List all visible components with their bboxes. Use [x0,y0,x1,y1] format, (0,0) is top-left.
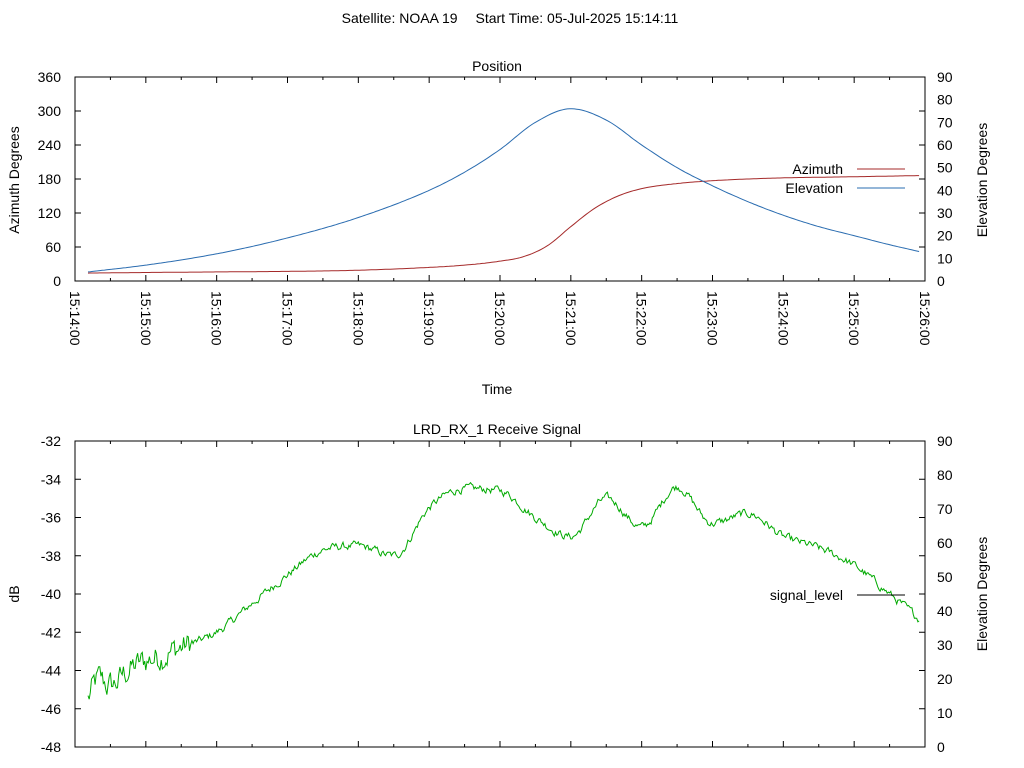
position-legend: Azimuth Elevation [785,161,905,196]
position-x-tick-label: 15:18:00 [350,291,366,346]
receive-signal-y-tick-label: -48 [41,739,61,755]
receive-signal-chart: LRD_RX_1 Receive Signal dB Elevation Deg… [6,421,990,755]
position-y2-tick-label: 50 [937,160,953,176]
receive-signal-y2-tick-label: 0 [937,739,945,755]
position-x-tick-label: 15:16:00 [209,291,225,346]
position-x-tick-label: 15:25:00 [846,291,862,346]
receive-signal-legend: signal_level [770,587,905,603]
position-y2-tick-label: 90 [937,69,953,85]
position-chart: Position Azimuth Degrees Elevation Degre… [6,58,990,397]
receive-signal-y2-tick-label: 40 [937,603,953,619]
position-x-tick-label: 15:14:00 [67,291,83,346]
receive-signal-y2-tick-label: 70 [937,501,953,517]
receive-signal-y-tick-label: -44 [41,663,61,679]
receive-signal-chart-title: LRD_RX_1 Receive Signal [413,421,581,437]
position-y2-tick-label: 60 [937,137,953,153]
position-y-tick-label: 240 [38,137,62,153]
position-x-tick-label: 15:24:00 [775,291,791,346]
receive-signal-y-tick-label: -38 [41,548,61,564]
receive-signal-y2-axis-label: Elevation Degrees [974,537,990,651]
position-x-tick-label: 15:21:00 [563,291,579,346]
start-time-label: Start Time: 05-Jul-2025 15:14:11 [475,10,678,26]
position-y-tick-label: 180 [38,171,62,187]
position-x-tick-label: 15:23:00 [705,291,721,346]
figure-header: Satellite: NOAA 19 Start Time: 05-Jul-20… [342,10,679,26]
position-y-tick-label: 300 [38,103,62,119]
position-y-tick-label: 0 [53,273,61,289]
position-x-tick-label: 15:26:00 [917,291,933,346]
position-x-tick-label: 15:17:00 [280,291,296,346]
receive-signal-y-tick-label: -46 [41,701,61,717]
receive-signal-y2-tick-label: 20 [937,671,953,687]
position-y2-tick-label: 10 [937,250,953,266]
satellite-label: Satellite: NOAA 19 [342,10,458,26]
position-x-tick-label: 15:15:00 [138,291,154,346]
legend-label-azimuth: Azimuth [792,161,843,177]
receive-signal-y2-tick-label: 10 [937,705,953,721]
receive-signal-y2-tick-label: 80 [937,467,953,483]
position-y2-tick-label: 40 [937,182,953,198]
receive-signal-y-tick-label: -32 [41,433,61,449]
receive-signal-y2-tick-label: 50 [937,569,953,585]
receive-signal-y-tick-label: -40 [41,586,61,602]
position-y2-tick-label: 30 [937,205,953,221]
legend-label-elevation: Elevation [785,180,843,196]
position-plot-frame [74,76,926,282]
receive-signal-y2-tick-label: 30 [937,637,953,653]
series-line-azimuth [87,175,920,274]
position-y2-tick-label: 70 [937,114,953,130]
receive-signal-y-tick-label: -36 [41,510,61,526]
position-y-tick-label: 360 [38,69,62,85]
position-y2-tick-label: 80 [937,92,953,108]
legend-label-signal-level: signal_level [770,587,843,603]
position-y-tick-label: 120 [38,205,62,221]
receive-signal-y2-tick-label: 90 [937,433,953,449]
series-line-signal-level [87,481,920,700]
position-y2-tick-label: 0 [937,273,945,289]
position-y2-axis-label: Elevation Degrees [974,123,990,237]
position-y-tick-label: 60 [45,239,61,255]
position-x-tick-label: 15:20:00 [492,291,508,346]
position-x-tick-label: 15:22:00 [634,291,650,346]
position-chart-title: Position [472,58,522,74]
position-x-axis-label: Time [482,381,513,397]
position-y-axis-label: Azimuth Degrees [6,126,22,233]
series-line-elevation [87,108,920,273]
receive-signal-y-axis-label: dB [6,585,22,602]
receive-signal-y-tick-label: -34 [41,471,61,487]
receive-signal-y-tick-label: -42 [41,624,61,640]
receive-signal-y2-tick-label: 60 [937,535,953,551]
position-x-tick-label: 15:19:00 [421,291,437,346]
position-y2-tick-label: 20 [937,228,953,244]
